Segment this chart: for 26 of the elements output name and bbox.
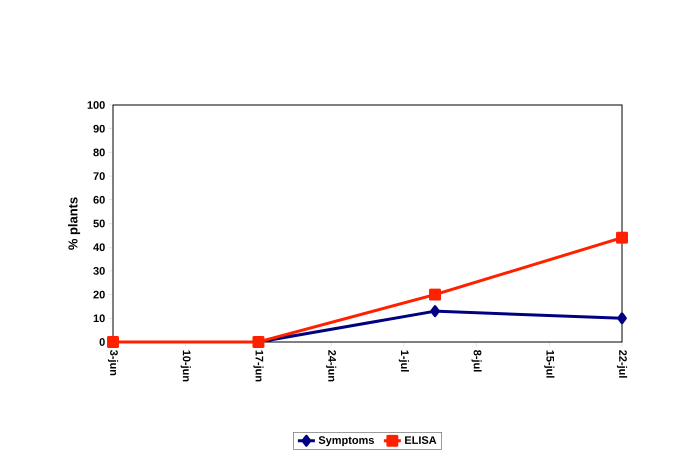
x-tick-label: 10-jun [180,350,191,382]
y-tick-label: 30 [93,267,105,275]
x-tick-label: 24-jun [326,350,336,382]
legend-label: Symptoms [318,436,374,446]
legend-label: ELISA [405,436,436,444]
y-tick-label: 20 [93,290,105,298]
x-tick-label: 3-jun [108,350,118,376]
x-tick-label: 15-jul [544,350,554,378]
y-tick-label: 40 [93,243,105,252]
point [430,305,440,318]
x-tick-label: 1-jul [398,350,409,372]
x-tick-label: 8-jul [471,350,482,372]
point [616,232,628,244]
y-tick-label: 70 [94,172,105,180]
point [429,288,442,301]
x-tick-label: 17-jun [253,350,264,382]
y-tick-label: 100 [88,101,105,109]
y-tick-label: 10 [94,314,105,322]
x-tick-label: 22-jul [616,350,628,378]
y-tick-label: 80 [93,148,105,156]
point [617,312,627,324]
y-tick-label: 60 [93,196,105,204]
y-tick-label: 90 [93,124,105,133]
y-axis-title: % plants [68,197,80,250]
y-tick-label: 50 [93,220,105,228]
y-tick-label: 0 [100,338,105,346]
